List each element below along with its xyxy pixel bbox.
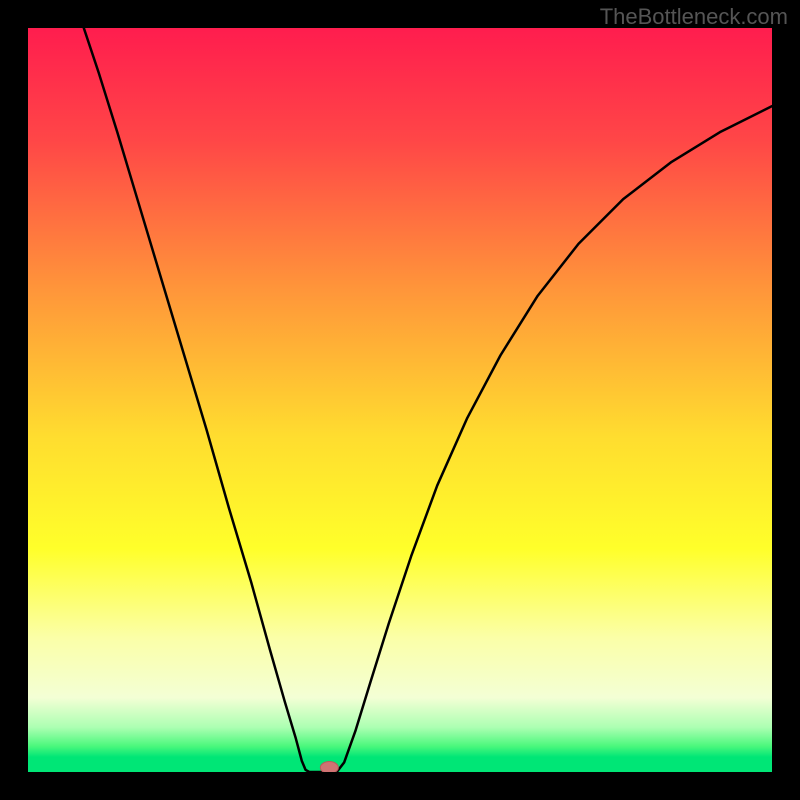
plot-area: [28, 28, 772, 772]
chart-container: TheBottleneck.com: [0, 0, 800, 800]
watermark-text: TheBottleneck.com: [600, 4, 788, 30]
optimum-marker: [320, 762, 338, 772]
gradient-background: [28, 28, 772, 772]
